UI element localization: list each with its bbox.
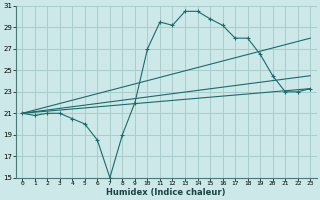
X-axis label: Humidex (Indice chaleur): Humidex (Indice chaleur) <box>107 188 226 197</box>
